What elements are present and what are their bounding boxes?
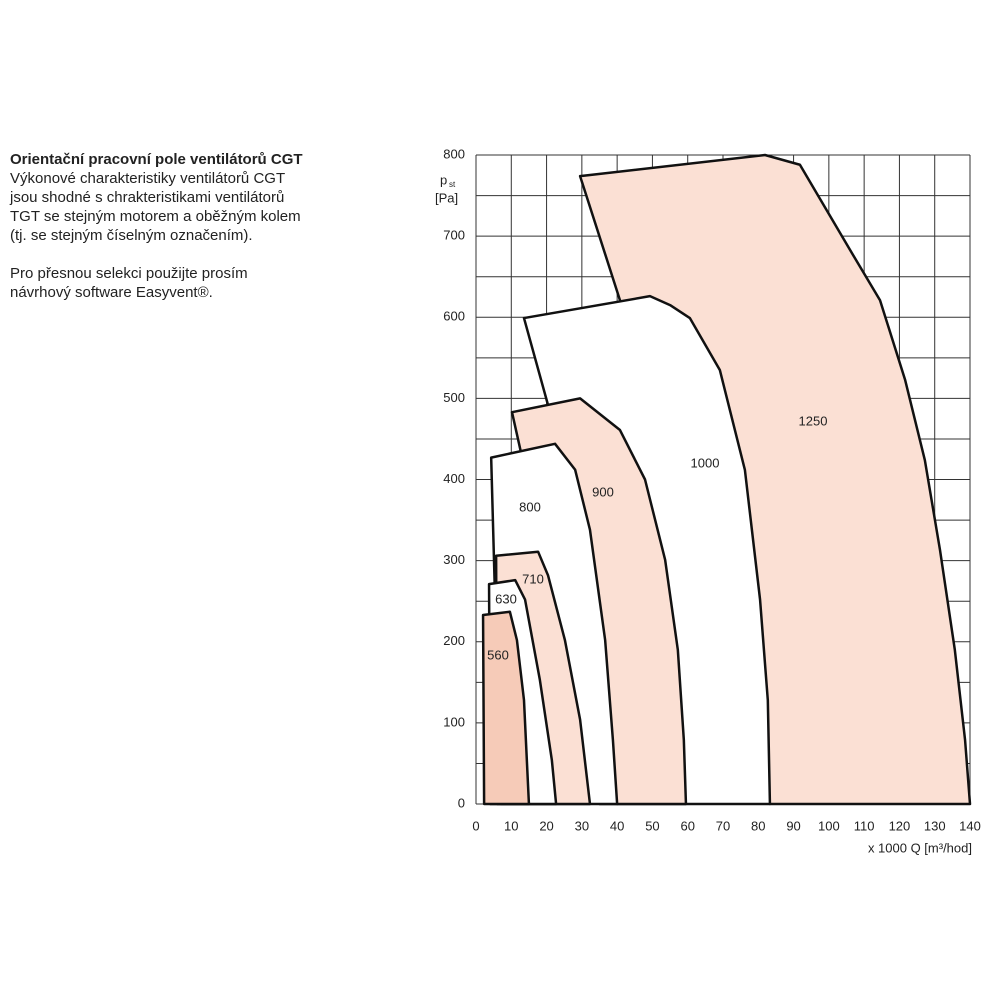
y-tick-label: 100 <box>443 714 465 729</box>
y-tick-label: 500 <box>443 390 465 405</box>
x-tick-label: 0 <box>472 818 479 833</box>
text-block: Orientační pracovní pole ventilátorů CGT… <box>10 150 303 321</box>
x-tick-label: 60 <box>680 818 694 833</box>
x-tick-label: 140 <box>959 818 981 833</box>
y-tick-label: 300 <box>443 552 465 567</box>
x-tick-label: 10 <box>504 818 518 833</box>
text-line: návrhový software Easyvent®. <box>10 284 213 301</box>
series-label: 560 <box>487 647 509 662</box>
y-tick-label: 0 <box>458 795 465 810</box>
x-tick-label: 80 <box>751 818 765 833</box>
x-tick-label: 100 <box>818 818 840 833</box>
x-axis-label: x 1000 Q [m³/hod] <box>868 840 972 855</box>
paragraph: Pro přesnou selekci použijte prosím návrh… <box>10 264 303 302</box>
series-label: 710 <box>522 571 544 586</box>
text-line: Pro přesnou selekci použijte prosím <box>10 265 248 282</box>
y-tick-label: 600 <box>443 309 465 324</box>
x-tick-label: 110 <box>854 818 875 833</box>
y-tick-label: 200 <box>443 633 465 648</box>
series-label: 1250 <box>799 413 828 428</box>
y-axis-label-sub: st <box>449 180 456 189</box>
text-line: (tj. se stejným číselným označením). <box>10 227 253 244</box>
text-line: TGT se stejným motorem a oběžným kolem <box>10 208 301 225</box>
series-label: 1000 <box>691 455 720 470</box>
x-tick-label: 120 <box>889 818 911 833</box>
series-label: 900 <box>592 484 614 499</box>
x-tick-label: 90 <box>786 818 800 833</box>
title: Orientační pracovní pole ventilátorů CGT <box>10 151 303 168</box>
series-label: 630 <box>495 591 517 606</box>
x-tick-label: 40 <box>610 818 624 833</box>
y-tick-label: 800 <box>443 146 465 161</box>
x-tick-label: 50 <box>645 818 659 833</box>
y-axis-unit: [Pa] <box>435 190 458 205</box>
x-tick-label: 30 <box>575 818 589 833</box>
x-tick-label: 70 <box>716 818 730 833</box>
x-tick-label: 130 <box>924 818 946 833</box>
y-tick-label: 700 <box>443 228 465 243</box>
y-tick-label: 400 <box>443 471 465 486</box>
series-label: 800 <box>519 499 541 514</box>
y-axis-label: p <box>440 172 447 187</box>
x-tick-label: 20 <box>539 818 553 833</box>
text-line: Výkonové charakteristiky ventilátorů CGT <box>10 170 286 187</box>
text-line: jsou shodné s chrakteristikami ventiláto… <box>10 189 285 206</box>
operating-field <box>481 610 531 806</box>
paragraph: Výkonové charakteristiky ventilátorů CGT… <box>10 169 303 245</box>
